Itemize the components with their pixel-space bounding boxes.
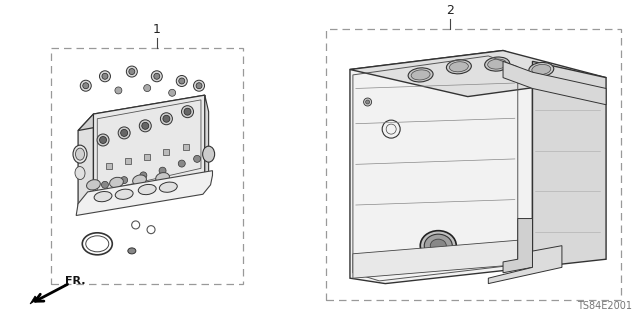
Ellipse shape [76,148,84,160]
Circle shape [118,127,130,139]
Ellipse shape [408,68,433,82]
Ellipse shape [138,184,156,195]
Polygon shape [201,95,209,189]
Circle shape [102,73,108,79]
Polygon shape [503,61,606,105]
Ellipse shape [94,191,112,202]
Text: TS84E2001: TS84E2001 [577,301,632,311]
Ellipse shape [122,197,127,201]
Ellipse shape [488,59,507,69]
Polygon shape [78,95,205,130]
Circle shape [97,134,109,146]
Ellipse shape [411,70,430,80]
Ellipse shape [179,190,184,194]
Polygon shape [78,173,205,213]
Ellipse shape [75,167,85,180]
Ellipse shape [159,182,177,192]
Circle shape [154,73,160,79]
Ellipse shape [115,189,133,199]
Bar [144,153,150,160]
Ellipse shape [449,62,468,72]
Circle shape [196,83,202,89]
Ellipse shape [132,175,147,185]
Circle shape [129,69,135,75]
Circle shape [115,87,122,94]
Circle shape [163,115,170,122]
Circle shape [179,78,185,84]
Ellipse shape [128,248,136,254]
Circle shape [365,100,370,104]
Ellipse shape [86,180,100,190]
Polygon shape [78,114,93,213]
Circle shape [99,71,111,82]
Ellipse shape [141,195,146,199]
Circle shape [140,120,151,132]
Ellipse shape [160,192,165,196]
Bar [51,48,243,284]
Circle shape [121,177,127,184]
Ellipse shape [529,63,554,77]
Circle shape [121,130,127,137]
Circle shape [179,160,185,167]
Circle shape [140,172,147,179]
Circle shape [184,108,191,115]
Text: 1: 1 [153,23,161,36]
Bar [106,163,112,169]
Circle shape [194,155,200,162]
Circle shape [126,66,138,77]
Circle shape [144,85,150,92]
Bar [182,144,189,150]
Ellipse shape [430,239,446,252]
Circle shape [100,137,106,144]
Polygon shape [350,50,606,97]
Polygon shape [350,50,532,284]
Circle shape [151,71,163,82]
Bar [125,158,131,164]
Circle shape [142,122,148,129]
Polygon shape [488,246,562,284]
Ellipse shape [109,177,124,188]
Polygon shape [503,219,532,273]
Ellipse shape [156,173,170,183]
Ellipse shape [73,145,87,163]
Circle shape [83,83,89,89]
Polygon shape [532,61,606,267]
Circle shape [161,113,172,125]
Polygon shape [93,95,205,197]
Text: FR.: FR. [65,276,86,286]
Bar [163,149,170,155]
Ellipse shape [532,64,551,75]
Ellipse shape [420,231,456,261]
Ellipse shape [102,199,108,203]
Polygon shape [76,171,212,216]
Circle shape [169,89,175,96]
Circle shape [159,167,166,174]
Circle shape [176,76,188,86]
Text: 2: 2 [446,4,454,17]
Ellipse shape [447,60,471,74]
Ellipse shape [484,57,509,71]
Bar [326,29,621,300]
Polygon shape [30,296,38,304]
Circle shape [193,80,205,91]
Ellipse shape [424,234,452,257]
Ellipse shape [203,146,214,162]
Circle shape [80,80,92,91]
Circle shape [182,106,193,118]
Circle shape [364,98,372,106]
Circle shape [102,181,108,188]
Polygon shape [353,240,518,278]
